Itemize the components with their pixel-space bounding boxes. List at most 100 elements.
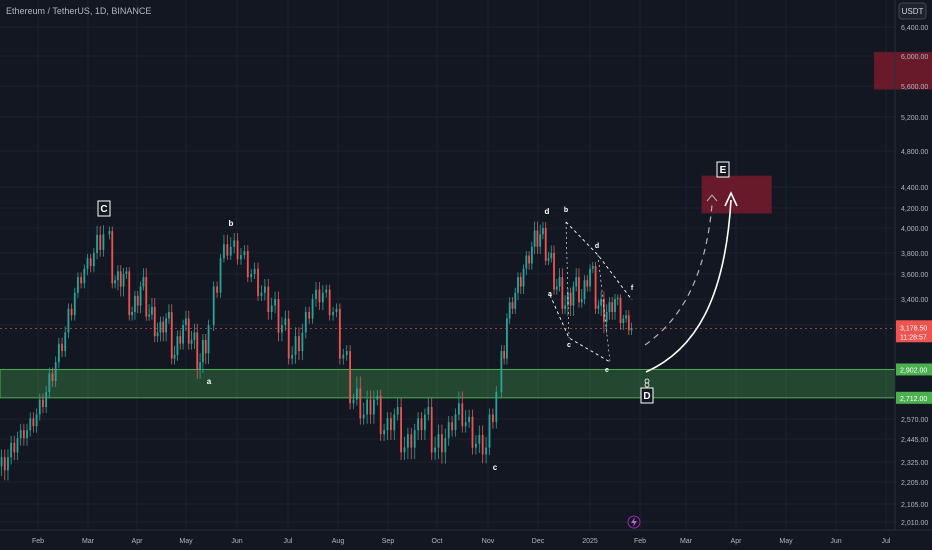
candle-body — [578, 277, 580, 303]
price-tick-label: 5,200.00 — [901, 115, 928, 122]
candle-body — [136, 295, 139, 306]
candle-body — [96, 234, 98, 253]
candle-body — [142, 277, 145, 287]
time-tick-label: May — [779, 538, 793, 545]
price-tick-label: 2,205.00 — [901, 480, 928, 487]
dashed-projection-arrowhead — [706, 194, 718, 202]
candle-body — [500, 351, 503, 393]
candle-body — [102, 234, 105, 250]
wave-label-c: c — [493, 463, 498, 472]
time-tick-label: Jul — [284, 538, 293, 545]
candle-body — [611, 302, 614, 312]
candle-body — [219, 258, 222, 293]
candle-body — [153, 306, 156, 337]
candles-layer — [0, 221, 895, 481]
triangle-label-a: a — [548, 291, 552, 298]
candle-body — [246, 251, 249, 278]
price-axis[interactable]: 6,400.00 6,000.00 5,600.00 5,200.00 4,800.00… — [896, 25, 932, 527]
candle-body — [61, 343, 63, 352]
candle-body — [80, 277, 83, 284]
time-tick-label: Apr — [731, 538, 743, 545]
candle-body — [594, 266, 597, 309]
candle-body — [508, 302, 511, 319]
candle-body — [410, 434, 413, 448]
candle-body — [45, 392, 48, 408]
lightning-icon[interactable] — [627, 515, 641, 529]
candle-body — [148, 314, 150, 317]
candle-body — [572, 286, 575, 306]
candle-body — [522, 268, 525, 287]
countdown-label: 11:28:57 — [900, 334, 927, 341]
candle-body — [383, 430, 385, 435]
currency-button-label[interactable]: USDT — [902, 7, 924, 16]
price-tick-label: 4,000.00 — [901, 226, 928, 233]
candle-body — [366, 399, 368, 415]
candle-body — [424, 414, 426, 431]
candle-body — [352, 399, 355, 404]
candle-body — [569, 292, 572, 306]
candle-body — [236, 240, 239, 260]
candle-body — [187, 318, 190, 344]
candle-body — [447, 422, 450, 439]
symbol-title: Ethereum / TetherUS, 1D, BINANCE — [6, 6, 151, 16]
candle-body — [536, 230, 539, 247]
candle-body — [119, 271, 122, 287]
candle-body — [597, 305, 600, 309]
candle-body — [376, 395, 379, 400]
candle-body — [485, 447, 487, 455]
currency-button[interactable] — [898, 2, 927, 20]
candle-body — [444, 438, 447, 453]
candle-body — [566, 292, 569, 306]
candle-body — [193, 332, 196, 340]
time-axis[interactable]: Feb Mar Apr May Jun Jul Aug Sep Oct Nov Dec 2025 Feb… — [32, 538, 891, 545]
candle-body — [517, 277, 519, 293]
candle-body — [223, 244, 225, 259]
candle-body — [575, 277, 578, 287]
candle-body — [417, 418, 419, 431]
candle-body — [267, 286, 270, 312]
candle-body — [345, 351, 348, 355]
time-tick-label: Oct — [432, 538, 443, 545]
candle-body — [229, 246, 232, 256]
candle-body — [359, 388, 362, 419]
candle-body — [393, 414, 396, 431]
price-tick-label: 4,800.00 — [901, 149, 928, 156]
candle-body — [204, 339, 207, 354]
candle-body — [168, 312, 170, 319]
candle-body — [550, 253, 553, 259]
time-tick-label: Feb — [634, 538, 646, 545]
candle-body — [274, 299, 276, 306]
wave-label-a: a — [207, 377, 212, 386]
candle-body — [176, 336, 179, 355]
candle-body — [396, 407, 399, 415]
candle-body — [182, 325, 184, 344]
candle-body — [441, 434, 443, 453]
candle-body — [117, 271, 119, 281]
candle-body — [600, 299, 603, 306]
price-tick-label: 3,400.00 — [901, 297, 928, 304]
candle-body — [291, 354, 294, 359]
price-tick-label: 4,400.00 — [901, 185, 928, 192]
candle-body — [373, 399, 375, 415]
candle-body — [32, 418, 35, 427]
candle-body — [564, 305, 567, 309]
candle-body — [240, 255, 242, 260]
price-tick-label: 2,010.00 — [901, 520, 928, 527]
candle-body — [114, 280, 116, 284]
candle-body — [145, 277, 148, 317]
candle-body — [270, 305, 273, 312]
candle-body — [603, 299, 605, 322]
time-tick-label: Jun — [830, 538, 841, 545]
candle-body — [162, 321, 165, 333]
candle-body — [475, 443, 477, 448]
candle-body — [108, 231, 111, 235]
candle-body — [35, 414, 38, 427]
candle-body — [321, 292, 324, 303]
candle-body — [26, 430, 28, 439]
zones-layer — [0, 51, 932, 399]
candle-body — [342, 354, 345, 359]
candle-body — [318, 289, 321, 303]
candle-body — [481, 435, 484, 455]
candle-body — [202, 339, 204, 363]
